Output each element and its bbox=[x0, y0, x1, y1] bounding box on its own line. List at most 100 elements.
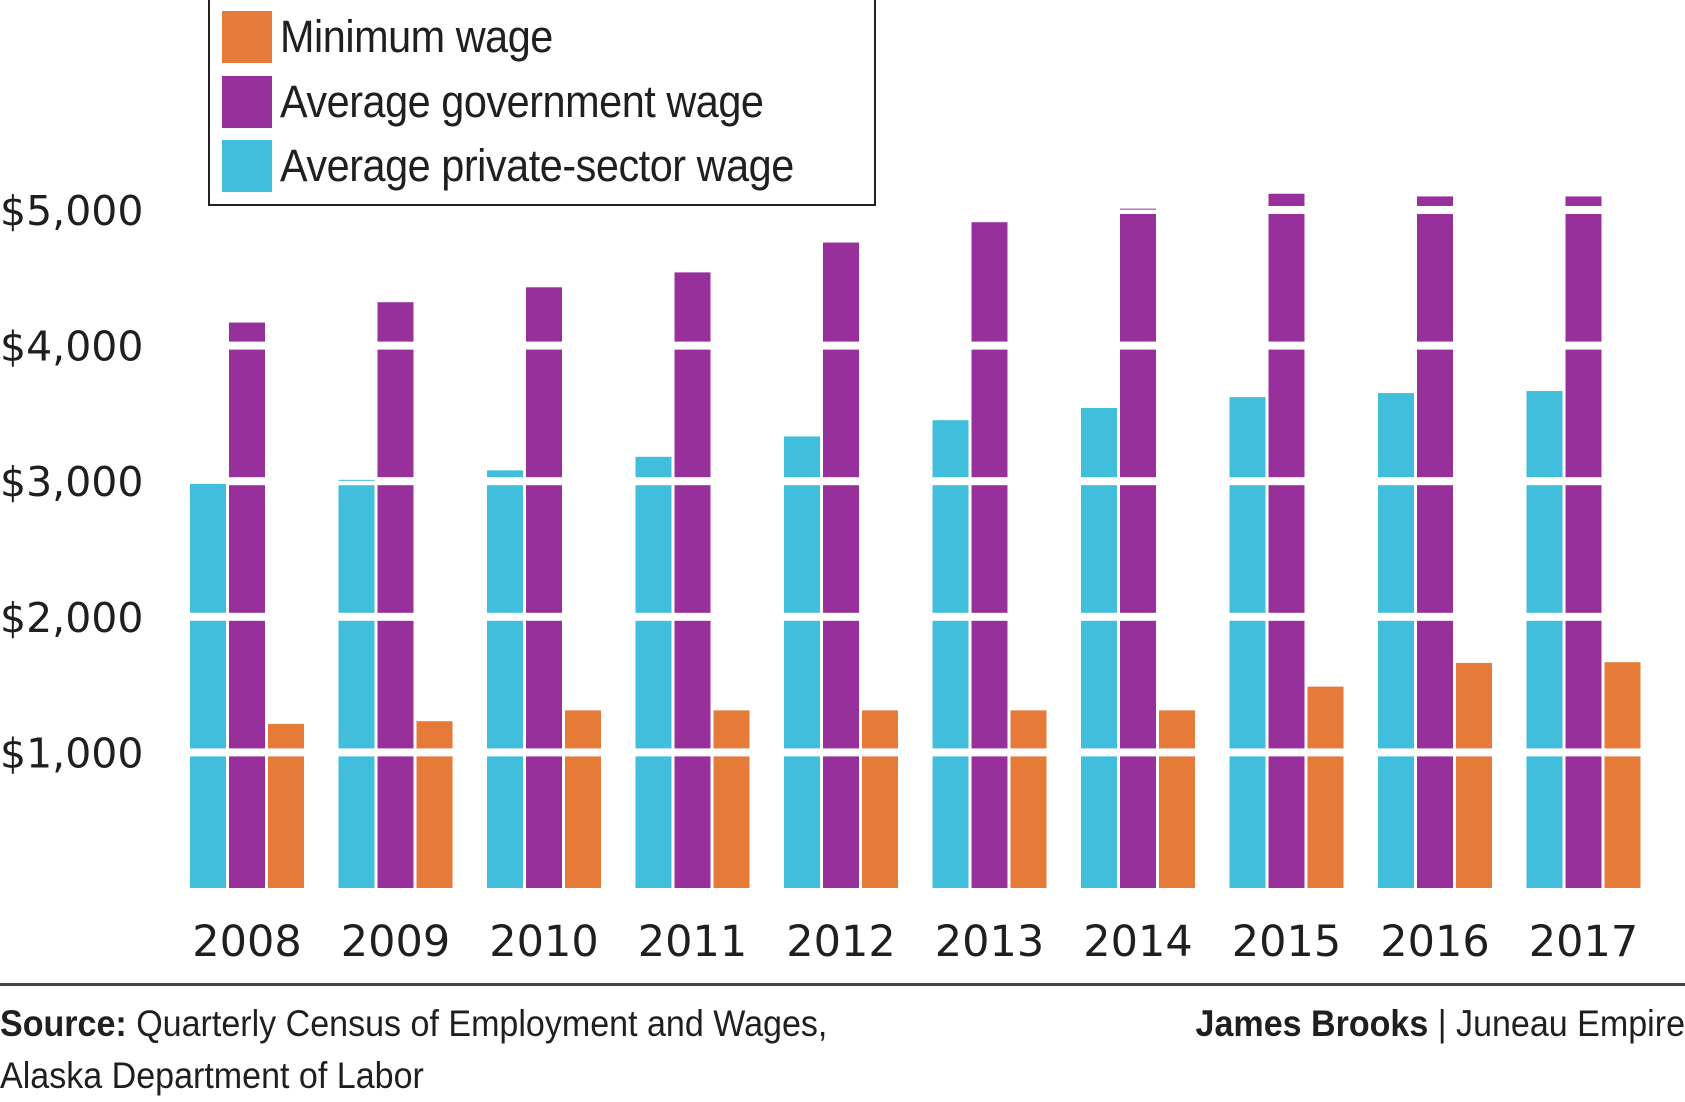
bar-average-private-sector-wage-2017 bbox=[1526, 391, 1563, 888]
bar-segment bbox=[1417, 349, 1453, 478]
bar-minimum-wage-2017 bbox=[1604, 662, 1641, 888]
bar-segment bbox=[190, 620, 226, 749]
bar-segment bbox=[1417, 214, 1453, 342]
bar-segment bbox=[416, 721, 453, 749]
bar-group-2010 bbox=[487, 287, 601, 888]
bar-segment bbox=[1378, 620, 1414, 749]
legend-item-private-wage: Average private-sector wage bbox=[222, 139, 838, 193]
bar-average-government-wage-2011 bbox=[674, 272, 711, 888]
bar-group-2015 bbox=[1229, 193, 1344, 888]
bar-segment bbox=[487, 756, 523, 888]
bar-segment bbox=[1229, 756, 1266, 888]
y-tick-label: $4,000 bbox=[0, 323, 143, 371]
bar-segment bbox=[1378, 393, 1414, 478]
bar-average-government-wage-2015 bbox=[1268, 193, 1305, 888]
bar-segment bbox=[487, 485, 523, 613]
bar-segment bbox=[971, 756, 1008, 888]
bar-segment bbox=[487, 620, 523, 749]
bar-segment bbox=[190, 483, 226, 613]
bar-segment bbox=[1268, 214, 1305, 342]
legend: Minimum wage Average government wage Ave… bbox=[208, 0, 876, 206]
bar-average-private-sector-wage-2016 bbox=[1378, 393, 1414, 888]
legend-swatch-private-wage bbox=[222, 140, 272, 192]
bar-segment bbox=[823, 756, 859, 888]
bar-segment bbox=[565, 756, 601, 888]
legend-label-government-wage: Average government wage bbox=[280, 76, 764, 127]
bar-average-private-sector-wage-2008 bbox=[190, 483, 226, 888]
bar-segment bbox=[1081, 620, 1117, 749]
y-tick-label: $5,000 bbox=[0, 187, 143, 235]
bar-segment bbox=[526, 620, 562, 749]
publication-name: Juneau Empire bbox=[1456, 1003, 1685, 1044]
bar-segment bbox=[1456, 662, 1492, 749]
bar-segment bbox=[1526, 391, 1563, 478]
bar-segment bbox=[1417, 620, 1453, 749]
bar-segment bbox=[526, 485, 562, 613]
bar-segment bbox=[971, 222, 1008, 342]
bar-segment bbox=[971, 485, 1008, 613]
bar-minimum-wage-2010 bbox=[565, 710, 601, 888]
bar-segment bbox=[823, 485, 859, 613]
bar-average-private-sector-wage-2011 bbox=[635, 456, 672, 888]
bar-group-2008 bbox=[190, 322, 304, 888]
bar-segment bbox=[526, 287, 562, 342]
bar-segment bbox=[1565, 756, 1602, 888]
bar-segment bbox=[823, 242, 859, 342]
bar-average-private-sector-wage-2012 bbox=[784, 436, 820, 888]
bar-segment bbox=[1159, 756, 1195, 888]
bar-average-government-wage-2016 bbox=[1417, 196, 1453, 888]
y-tick-label: $2,000 bbox=[0, 594, 143, 642]
bar-segment bbox=[377, 349, 414, 478]
x-tick-label: 2010 bbox=[489, 917, 598, 967]
bar-average-private-sector-wage-2010 bbox=[487, 470, 523, 888]
bar-average-government-wage-2012 bbox=[823, 242, 859, 888]
bar-segment bbox=[229, 620, 265, 749]
bar-segment bbox=[229, 349, 265, 478]
bar-segment bbox=[635, 620, 672, 749]
bar-group-2017 bbox=[1526, 196, 1641, 888]
bar-segment bbox=[377, 302, 414, 342]
legend-swatch-government-wage bbox=[222, 76, 272, 128]
bar-average-government-wage-2008 bbox=[229, 322, 265, 888]
bar-segment bbox=[1081, 756, 1117, 888]
bar-segment bbox=[1010, 756, 1047, 888]
bar-group-2014 bbox=[1081, 208, 1195, 888]
bar-group-2011 bbox=[635, 272, 750, 888]
bar-segment bbox=[932, 420, 969, 478]
x-tick-label: 2009 bbox=[341, 917, 450, 967]
bar-segment bbox=[1565, 485, 1602, 613]
bar-segment bbox=[1526, 485, 1563, 613]
credit-separator: | bbox=[1428, 1003, 1457, 1044]
y-axis: $1,000 $2,000 $3,000 $4,000 $5,000 bbox=[0, 187, 143, 777]
bar-segment bbox=[1565, 196, 1602, 206]
bar-average-government-wage-2014 bbox=[1120, 208, 1156, 888]
legend-label-private-wage: Average private-sector wage bbox=[280, 140, 794, 191]
bar-average-government-wage-2010 bbox=[526, 287, 562, 888]
bar-segment bbox=[526, 349, 562, 478]
bar-segment bbox=[190, 756, 226, 888]
bar-segment bbox=[1081, 485, 1117, 613]
bar-segment bbox=[674, 756, 711, 888]
bar-minimum-wage-2013 bbox=[1010, 710, 1047, 888]
y-tick-label: $3,000 bbox=[0, 458, 143, 506]
x-tick-label: 2013 bbox=[935, 917, 1044, 967]
bar-average-private-sector-wage-2013 bbox=[932, 420, 969, 888]
bar-segment bbox=[1526, 620, 1563, 749]
bar-average-private-sector-wage-2015 bbox=[1229, 397, 1266, 888]
bar-segment bbox=[1307, 756, 1344, 888]
bar-segment bbox=[784, 436, 820, 478]
bar-segment bbox=[377, 756, 414, 888]
bar-segment bbox=[784, 756, 820, 888]
bar-segment bbox=[1229, 620, 1266, 749]
bar-segment bbox=[1268, 349, 1305, 478]
bar-segment bbox=[377, 620, 414, 749]
bar-segment bbox=[1378, 485, 1414, 613]
bar-segment bbox=[1417, 485, 1453, 613]
bar-segment bbox=[1010, 710, 1047, 749]
bar-minimum-wage-2016 bbox=[1456, 662, 1492, 888]
bar-segment bbox=[635, 756, 672, 888]
bar-average-government-wage-2017 bbox=[1565, 196, 1602, 888]
bar-minimum-wage-2014 bbox=[1159, 710, 1195, 888]
bar-segment bbox=[526, 756, 562, 888]
bar-segment bbox=[1565, 620, 1602, 749]
